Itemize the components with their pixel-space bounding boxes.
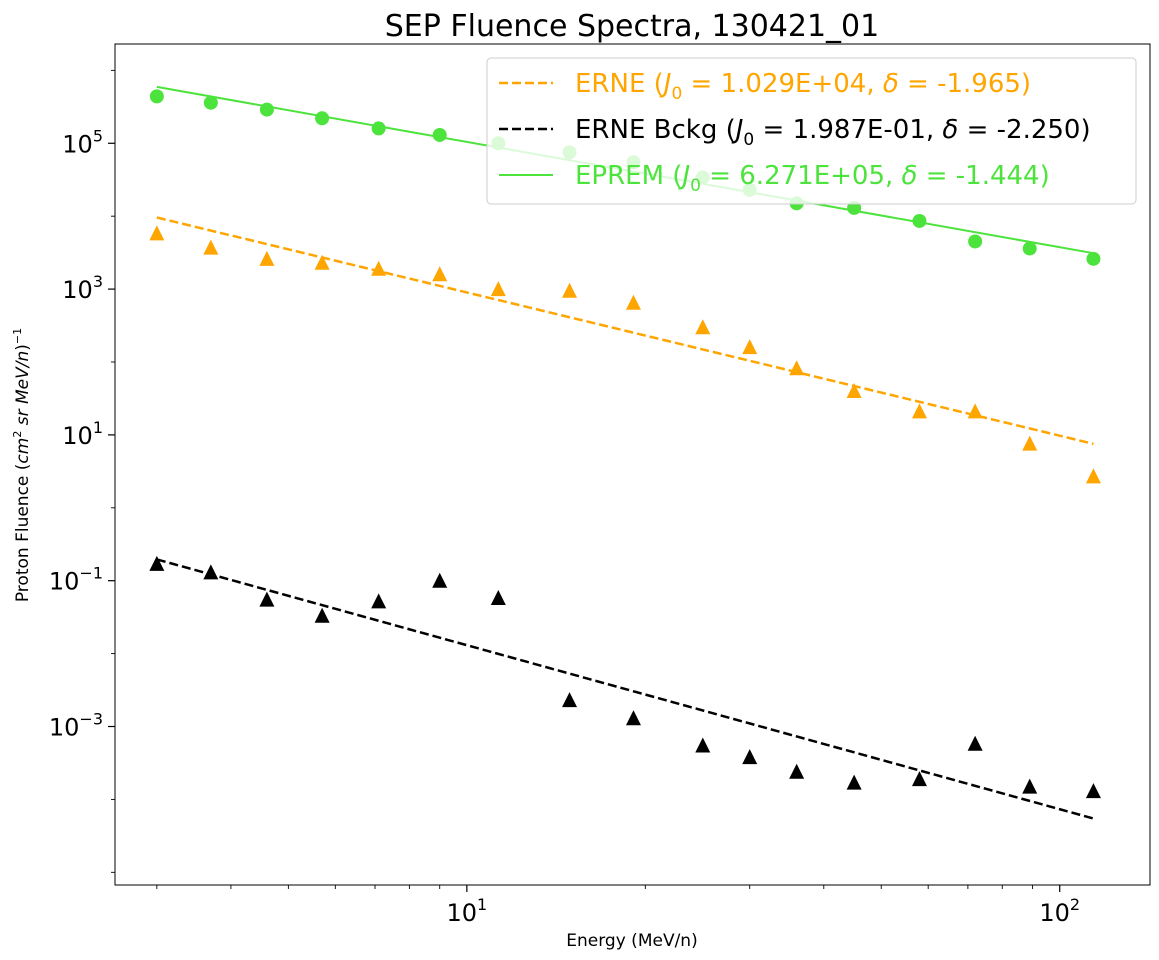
legend-label-erne: ERNE (J0 = 1.029E+04, δ = -1.965) xyxy=(575,69,1031,104)
erne-point xyxy=(846,383,862,399)
y-tick-label: 103 xyxy=(62,272,103,304)
eprem-point xyxy=(1022,241,1037,256)
y-tick-label: 101 xyxy=(62,418,103,450)
erne-bckg-point xyxy=(695,737,711,753)
x-axis-label: Energy (MeV/n) xyxy=(566,931,697,951)
erne-point xyxy=(203,239,219,255)
erne-bckg-point xyxy=(203,564,219,580)
eprem-point xyxy=(149,89,164,104)
erne-bckg-point xyxy=(911,771,927,787)
erne-bckg-point xyxy=(742,749,758,765)
chart-marks xyxy=(149,85,1101,820)
legend-box xyxy=(486,57,1137,205)
eprem-point xyxy=(315,111,330,126)
y-tick-label: 10−3 xyxy=(49,710,103,742)
erne-bckg-point xyxy=(259,591,275,607)
plot-area xyxy=(149,85,1101,820)
erne-bckg-fit-line xyxy=(156,558,1094,820)
eprem-point xyxy=(203,95,218,110)
erne-bckg-point xyxy=(149,555,165,571)
erne-point xyxy=(625,294,641,310)
eprem-point xyxy=(371,121,386,136)
y-axis-label: Proton Fluence (cm2 sr MeV/n)−1 xyxy=(11,328,33,602)
legend-label-erne-bckg: ERNE Bckg (J0 = 1.987E-01, δ = -2.250) xyxy=(575,115,1091,150)
plot-frame xyxy=(114,43,1151,886)
x-axis-ticks: 101 102 xyxy=(156,885,1080,927)
x-tick-label: 101 xyxy=(446,895,487,927)
eprem-point xyxy=(259,102,274,117)
erne-bckg-point xyxy=(625,710,641,726)
erne-point xyxy=(562,282,578,298)
erne-point xyxy=(742,339,758,355)
erne-point xyxy=(314,254,330,270)
erne-point xyxy=(371,260,387,276)
erne-bckg-point xyxy=(967,735,983,751)
eprem-point xyxy=(432,127,447,142)
eprem-point xyxy=(912,213,927,228)
erne-point xyxy=(432,266,448,282)
eprem-point xyxy=(968,234,983,249)
erne-bckg-point xyxy=(314,607,330,623)
eprem-point xyxy=(1086,251,1101,266)
y-tick-label: 10−1 xyxy=(49,564,103,596)
erne-point xyxy=(967,403,983,419)
erne-point xyxy=(149,225,165,241)
legend-label-eprem: EPREM (J0 = 6.271E+05, δ = -1.444) xyxy=(575,161,1050,196)
erne-point xyxy=(1085,468,1101,484)
y-axis-ticks: 10−3 10−1 101 103 105 xyxy=(49,69,115,873)
erne-point xyxy=(259,250,275,266)
legend: ERNE (J0 = 1.029E+04, δ = -1.965) ERNE Bc… xyxy=(486,57,1137,205)
erne-bckg-point xyxy=(432,572,448,588)
y-tick-label: 105 xyxy=(62,126,103,158)
erne-point xyxy=(695,319,711,335)
erne-bckg-point xyxy=(562,692,578,708)
chart-title: SEP Fluence Spectra, 130421_01 xyxy=(385,9,879,44)
erne-bckg-point xyxy=(490,589,506,605)
erne-point xyxy=(911,403,927,419)
erne-bckg-point xyxy=(789,763,805,779)
erne-bckg-point xyxy=(1085,783,1101,799)
erne-bckg-point xyxy=(846,774,862,790)
erne-bckg-point xyxy=(1022,778,1038,794)
x-tick-label: 102 xyxy=(1039,895,1080,927)
erne-point xyxy=(490,281,506,297)
erne-bckg-point xyxy=(371,593,387,609)
erne-fit-line xyxy=(156,216,1094,446)
erne-point xyxy=(789,360,805,376)
erne-point xyxy=(1022,435,1038,451)
